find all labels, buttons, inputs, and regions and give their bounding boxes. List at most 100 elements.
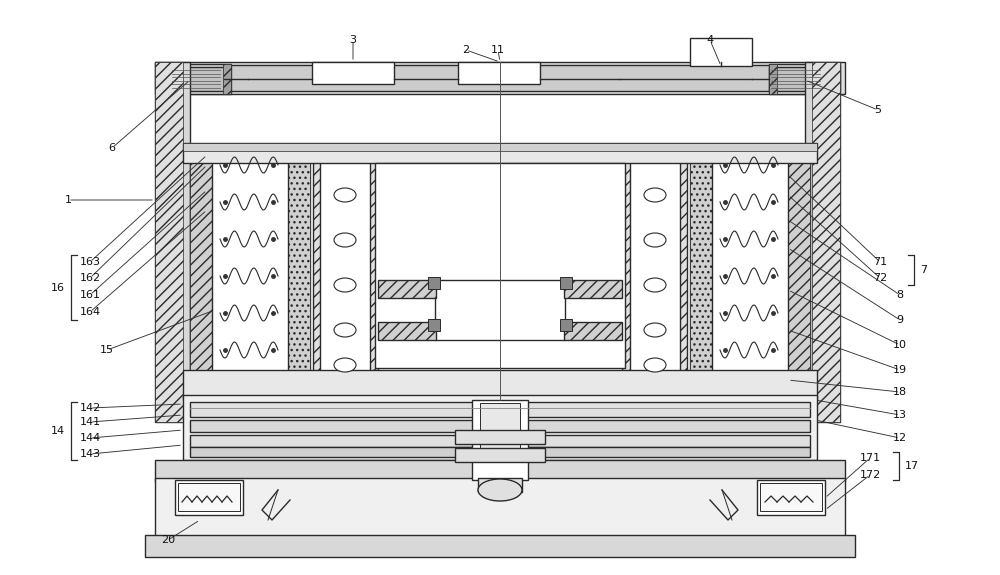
Bar	[207, 144, 303, 154]
Bar	[478, 478, 522, 492]
Bar	[812, 62, 840, 422]
Text: 3: 3	[350, 35, 356, 45]
Bar	[564, 280, 622, 298]
Ellipse shape	[334, 233, 356, 247]
Ellipse shape	[334, 188, 356, 202]
Ellipse shape	[334, 358, 356, 372]
Text: 144: 144	[79, 433, 101, 443]
Bar	[190, 145, 212, 400]
Text: 17: 17	[905, 461, 919, 471]
Bar	[564, 322, 622, 340]
Text: 2: 2	[462, 45, 470, 55]
Text: 163: 163	[80, 257, 100, 267]
Bar	[760, 483, 822, 511]
Ellipse shape	[644, 188, 666, 202]
Bar	[190, 447, 810, 457]
Bar	[769, 64, 777, 94]
Text: 7: 7	[920, 265, 927, 275]
Bar	[703, 144, 799, 154]
Bar	[183, 370, 817, 400]
Text: 19: 19	[893, 365, 907, 375]
Bar	[690, 145, 712, 400]
Ellipse shape	[644, 278, 666, 292]
Text: 12: 12	[893, 433, 907, 443]
Text: 16: 16	[51, 283, 65, 293]
Bar	[378, 280, 436, 298]
Bar	[375, 163, 625, 368]
Ellipse shape	[334, 323, 356, 337]
Bar	[190, 420, 810, 432]
Text: 15: 15	[100, 345, 114, 355]
Bar	[805, 62, 840, 422]
Bar	[155, 62, 183, 422]
Text: 5: 5	[874, 105, 882, 115]
Bar	[560, 319, 572, 331]
Text: 13: 13	[893, 410, 907, 420]
Bar	[183, 143, 817, 151]
Text: 71: 71	[873, 257, 887, 267]
Bar	[288, 145, 310, 400]
Bar	[712, 150, 788, 395]
Bar	[170, 67, 224, 91]
Text: 141: 141	[79, 417, 101, 427]
Bar	[190, 402, 810, 417]
Text: 20: 20	[161, 535, 175, 545]
Text: 162: 162	[79, 273, 101, 283]
Text: 14: 14	[51, 426, 65, 436]
Text: 10: 10	[893, 340, 907, 350]
Bar	[630, 155, 680, 390]
Bar	[428, 319, 440, 331]
Bar	[207, 144, 303, 162]
Bar	[435, 280, 565, 340]
Bar	[145, 535, 855, 557]
Bar	[560, 277, 572, 289]
Bar	[622, 145, 687, 400]
Text: 8: 8	[896, 290, 904, 300]
Bar	[223, 64, 231, 94]
Bar	[458, 62, 540, 84]
Bar	[313, 145, 378, 400]
Ellipse shape	[478, 479, 522, 501]
Bar	[378, 322, 436, 340]
Bar	[175, 480, 243, 515]
Bar	[455, 430, 545, 444]
Text: 18: 18	[893, 387, 907, 397]
Bar	[160, 65, 840, 91]
Bar	[428, 277, 440, 289]
Text: 1: 1	[64, 195, 72, 205]
Bar	[155, 460, 845, 482]
Text: 172: 172	[859, 470, 881, 480]
Text: 142: 142	[79, 403, 101, 413]
Bar	[163, 64, 231, 94]
Bar	[769, 67, 823, 91]
Bar	[155, 62, 190, 422]
Bar	[178, 483, 240, 511]
Bar	[183, 395, 817, 460]
Bar	[183, 143, 817, 163]
Text: 4: 4	[706, 35, 714, 45]
Ellipse shape	[644, 358, 666, 372]
Ellipse shape	[644, 233, 666, 247]
Bar	[690, 145, 810, 400]
Bar	[212, 150, 288, 395]
Ellipse shape	[334, 278, 356, 292]
Bar	[829, 64, 837, 94]
Text: 6: 6	[108, 143, 116, 153]
Text: 171: 171	[859, 453, 881, 463]
Bar	[690, 38, 752, 66]
Text: 161: 161	[80, 290, 100, 300]
Bar	[155, 478, 845, 543]
Ellipse shape	[644, 323, 666, 337]
Text: 72: 72	[873, 273, 887, 283]
Bar	[472, 400, 528, 480]
Bar	[190, 145, 310, 400]
Bar	[757, 480, 825, 515]
Bar	[455, 448, 545, 462]
Bar	[480, 403, 520, 453]
Text: 9: 9	[896, 315, 904, 325]
Bar	[190, 435, 810, 447]
Bar	[703, 144, 799, 162]
Bar	[312, 62, 394, 84]
Bar	[320, 155, 370, 390]
Bar	[155, 62, 845, 94]
